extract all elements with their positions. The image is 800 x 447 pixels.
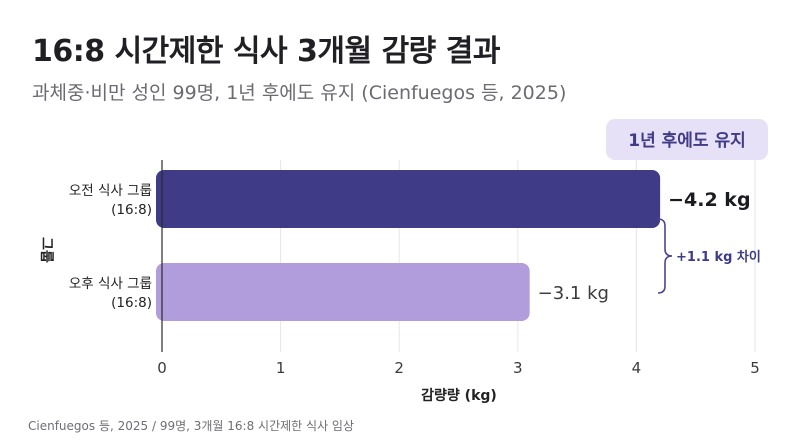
bar-value-label: −4.2 kg (668, 189, 750, 211)
x-ticks: 0 1 2 3 4 5 (157, 359, 760, 377)
badge-background (606, 119, 768, 160)
category-label: 오후 식사 그룹 (16:8) (69, 276, 152, 311)
page-subtitle: 과체중·비만 성인 99명, 1년 후에도 유지 (Cienfuegos 등, … (32, 82, 567, 104)
x-tick-label: 0 (157, 359, 167, 377)
badge-label: 1년 후에도 유지 (628, 130, 746, 151)
x-tick-label: 5 (750, 359, 760, 377)
category-label: 오전 식사 그룹 (16:8) (69, 183, 152, 218)
bar (156, 170, 661, 228)
bar (156, 263, 530, 321)
x-tick-label: 2 (394, 359, 404, 377)
bars: −4.2 kg −3.1 kg (156, 170, 751, 321)
source-note: Cienfuegos 등, 2025 / 99명, 3개월 16:8 시간제한 … (28, 419, 354, 433)
badge: 1년 후에도 유지 (606, 119, 768, 160)
category-labels: 오전 식사 그룹 (16:8) 오후 식사 그룹 (16:8) (69, 183, 152, 311)
difference-bracket (657, 218, 673, 294)
x-tick-label: 4 (632, 359, 642, 377)
bar-value-label: −3.1 kg (538, 283, 609, 304)
y-axis-title: 그룹 (38, 237, 54, 263)
x-tick-label: 1 (276, 359, 286, 377)
difference-label: +1.1 kg 차이 (676, 249, 761, 265)
page-title: 16:8 시간제한 식사 3개월 감량 결과 (32, 34, 500, 69)
x-axis-title: 감량량 (kg) (421, 387, 497, 404)
x-tick-label: 3 (513, 359, 523, 377)
